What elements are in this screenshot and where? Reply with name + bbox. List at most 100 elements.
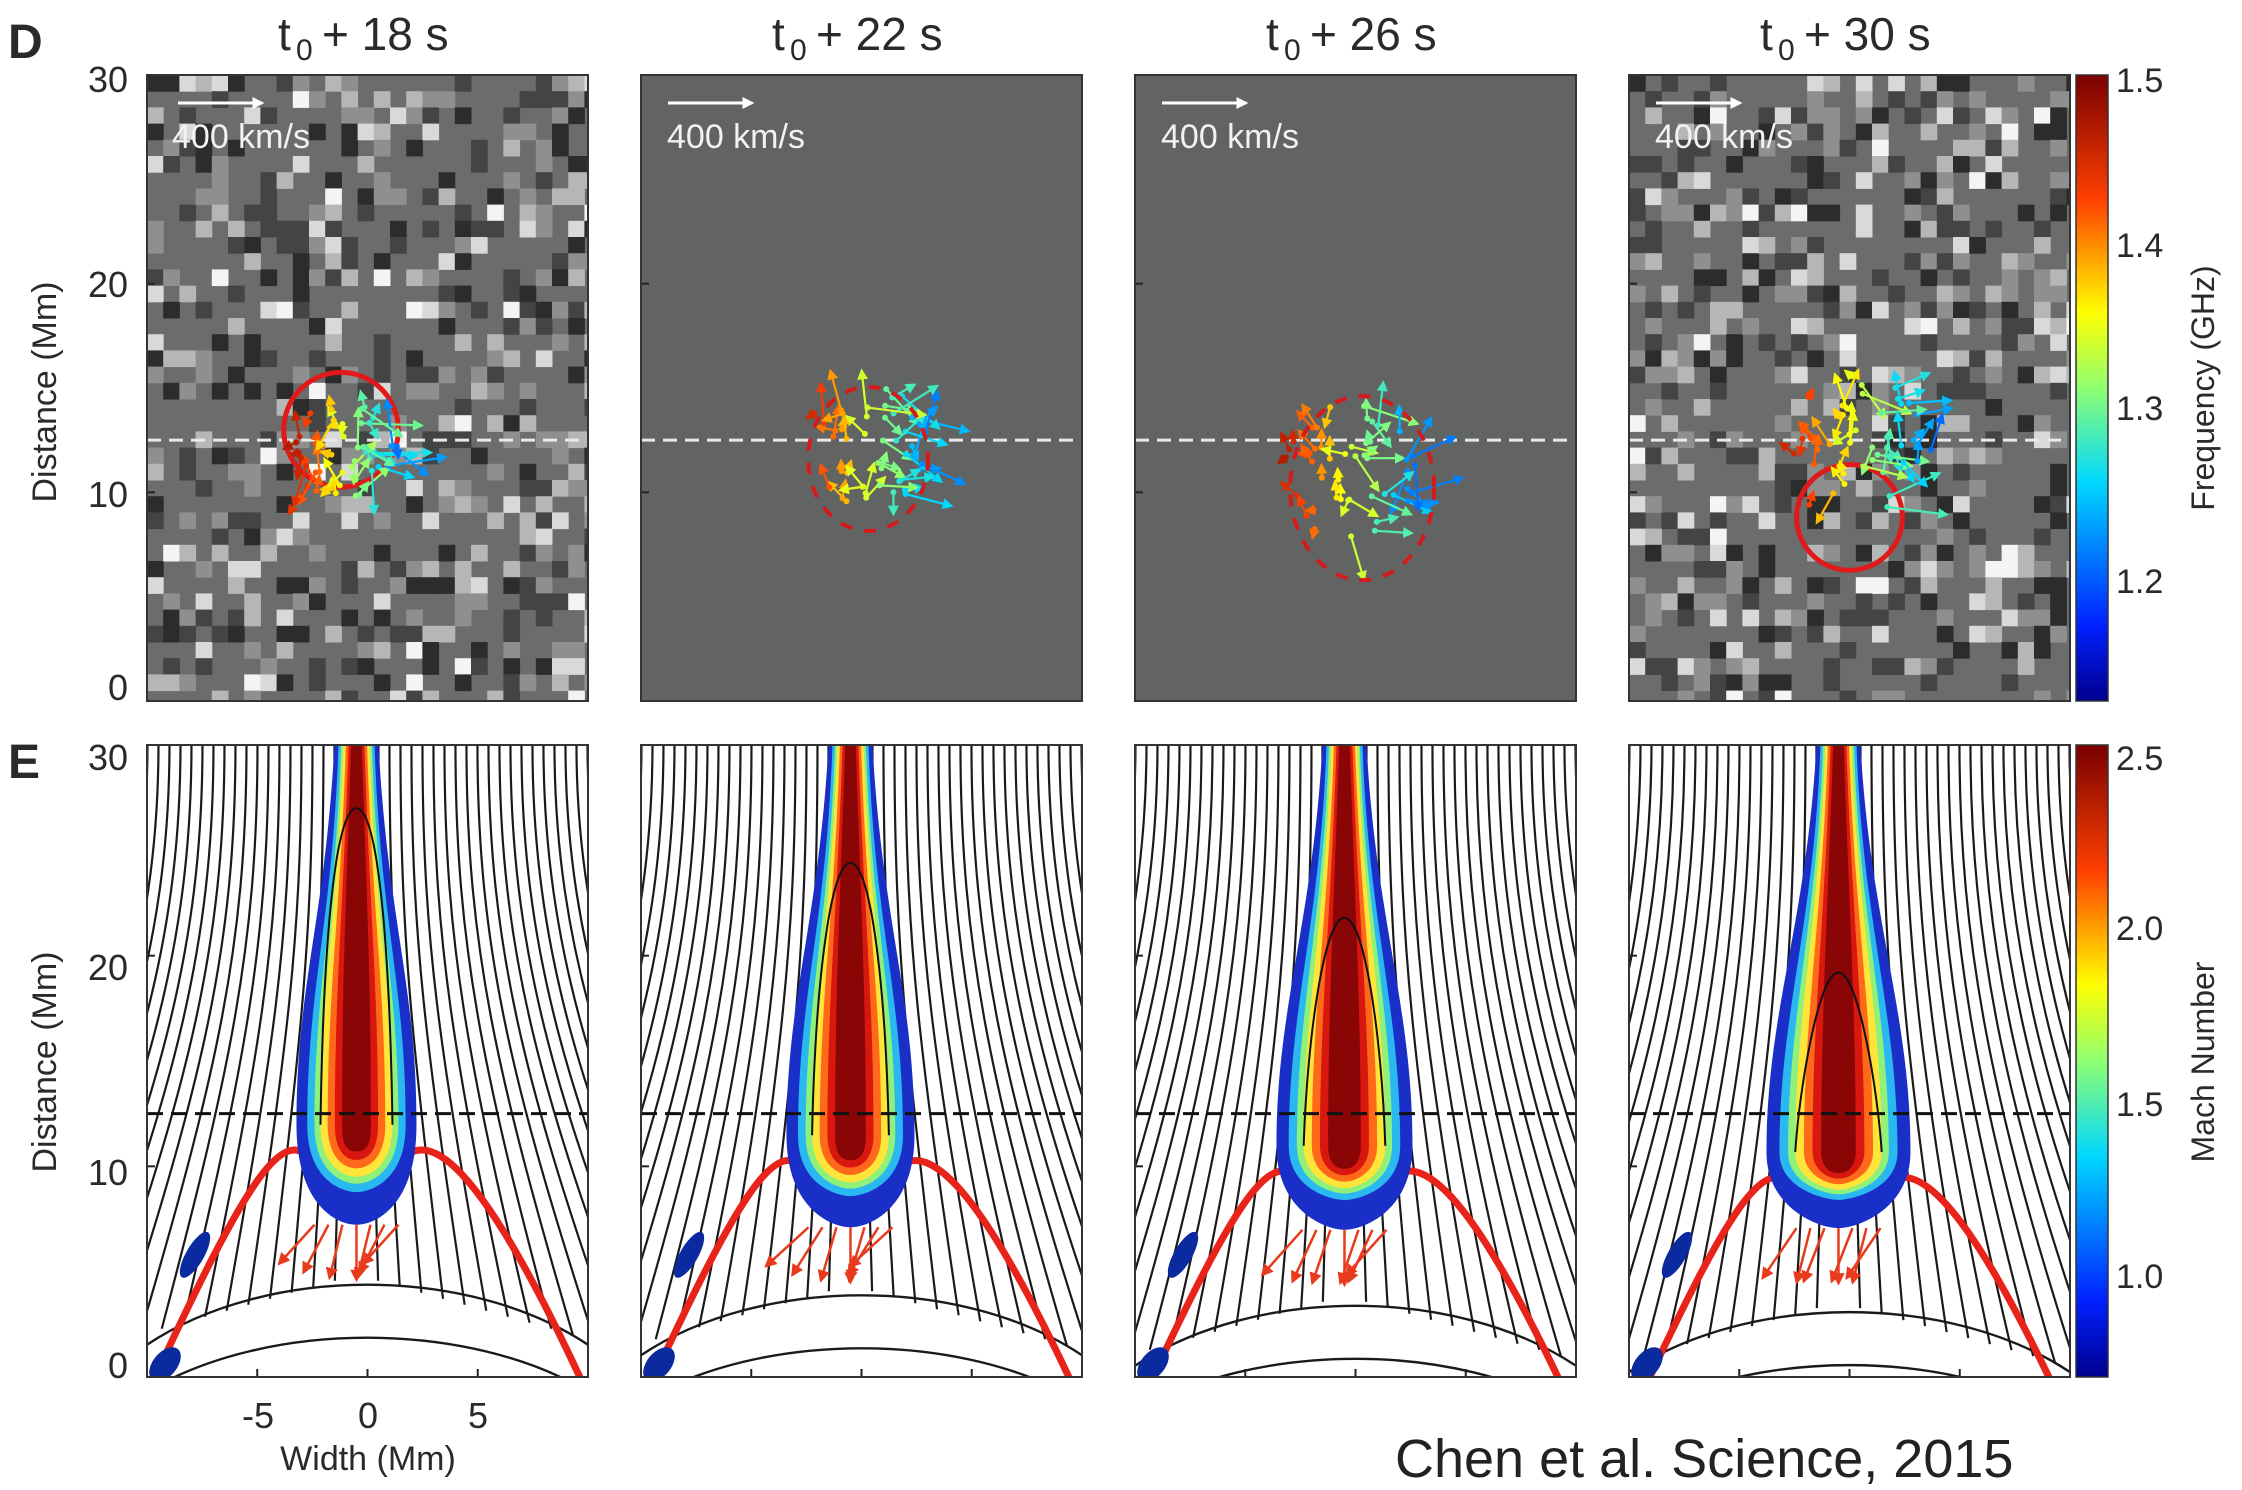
mosaic-cell (163, 545, 180, 562)
mosaic-cell (568, 107, 585, 124)
mosaic-cell (1661, 350, 1678, 367)
mosaic-cell (2002, 561, 2019, 578)
mosaic-cell (1823, 512, 1840, 529)
mosaic-cell (1759, 674, 1776, 691)
source-dot (883, 386, 889, 392)
mosaic-cell (341, 658, 358, 675)
source-dot (1848, 373, 1854, 379)
mosaic-cell (1823, 302, 1840, 319)
mosaic-cell (374, 91, 391, 108)
mosaic-cell (293, 75, 310, 92)
mosaic-cell (1823, 626, 1840, 643)
mosaic-cell (212, 691, 229, 708)
mosaic-cell (503, 415, 520, 432)
mosaic-cell (1791, 107, 1808, 124)
mosaic-cell (1921, 302, 1938, 319)
mosaic-cell (552, 124, 569, 141)
mosaic-cell (1791, 610, 1808, 627)
mosaic-cell (277, 221, 294, 238)
mosaic-cell (406, 642, 423, 659)
mosaic-cell (1953, 269, 1970, 286)
mosaic-cell (1856, 221, 1873, 238)
mosaic-cell (503, 626, 520, 643)
mosaic-cell (1791, 124, 1808, 141)
mosaic-cell (552, 188, 569, 205)
mosaic-cell (1807, 91, 1824, 108)
mosaic-cell (228, 626, 245, 643)
mosaic-cell (1775, 480, 1792, 497)
mosaic-cell (1969, 302, 1986, 319)
source-dot (1327, 456, 1333, 462)
mosaic-cell (341, 512, 358, 529)
mosaic-cell (1645, 318, 1662, 335)
mosaic-cell (1775, 610, 1792, 627)
mosaic-cell (520, 577, 537, 594)
mosaic-cell (1888, 286, 1905, 303)
mosaic-cell (1726, 188, 1743, 205)
mosaic-cell (2050, 480, 2067, 497)
mosaic-cell (1872, 124, 1889, 141)
mosaic-cell (568, 545, 585, 562)
mosaic-cell (1937, 302, 1954, 319)
mosaic-cell (147, 626, 164, 643)
e-ytick-10: 10 (88, 1152, 128, 1193)
mosaic-cell (1985, 318, 2002, 335)
mosaic-cell (1694, 91, 1711, 108)
mosaic-cell (147, 286, 164, 303)
mosaic-cell (2050, 205, 2067, 222)
mosaic-cell (1985, 448, 2002, 465)
mosaic-cell (1985, 107, 2002, 124)
mosaic-cell (2034, 610, 2051, 627)
mosaic-cell (325, 188, 342, 205)
source-dot (366, 420, 372, 426)
mosaic-cell (2018, 367, 2035, 384)
mosaic-cell (1775, 188, 1792, 205)
mosaic-cell (1726, 496, 1743, 513)
mosaic-cell (536, 512, 553, 529)
mosaic-cell (1742, 205, 1759, 222)
mosaic-cell (487, 415, 504, 432)
mosaic-cell (439, 496, 456, 513)
mosaic-cell (374, 367, 391, 384)
mosaic-cell (536, 593, 553, 610)
mosaic-cell (179, 205, 196, 222)
velocity-scale-label: 400 km/s (667, 118, 805, 156)
mosaic-cell (163, 626, 180, 643)
mosaic-cell (1726, 561, 1743, 578)
mosaic-cell (179, 75, 196, 92)
mosaic-cell (1678, 464, 1695, 481)
mosaic-cell (212, 188, 229, 205)
d-cbar-tick-1.2: 1.2 (2116, 563, 2163, 601)
mosaic-cell (1953, 448, 1970, 465)
mosaic-cell (277, 383, 294, 400)
source-dot (1841, 481, 1847, 487)
mosaic-cell (1742, 674, 1759, 691)
source-dot (909, 443, 915, 449)
mosaic-cell (1791, 205, 1808, 222)
mosaic-cell (1678, 302, 1695, 319)
mosaic-cell (2034, 561, 2051, 578)
source-dot (1309, 459, 1315, 465)
mosaic-cell (1969, 480, 1986, 497)
mosaic-cell (1694, 350, 1711, 367)
mosaic-cell (1921, 561, 1938, 578)
mosaic-cell (406, 496, 423, 513)
source-dot (919, 461, 925, 467)
mosaic-cell (228, 75, 245, 92)
mosaic-cell (552, 658, 569, 675)
mosaic-cell (2034, 237, 2051, 254)
mosaic-cell (244, 253, 261, 270)
mosaic-cell (147, 221, 164, 238)
mosaic-cell (1645, 529, 1662, 546)
mosaic-cell (374, 334, 391, 351)
mosaic-cell (244, 610, 261, 627)
mosaic-cell (1872, 140, 1889, 157)
mosaic-cell (341, 302, 358, 319)
mosaic-cell (471, 642, 488, 659)
mosaic-cell (503, 658, 520, 675)
mosaic-cell (260, 529, 277, 546)
mosaic-cell (1823, 334, 1840, 351)
mosaic-cell (1840, 334, 1857, 351)
d-ylabel: Distance (Mm) (26, 281, 64, 502)
source-dot (1844, 405, 1850, 411)
